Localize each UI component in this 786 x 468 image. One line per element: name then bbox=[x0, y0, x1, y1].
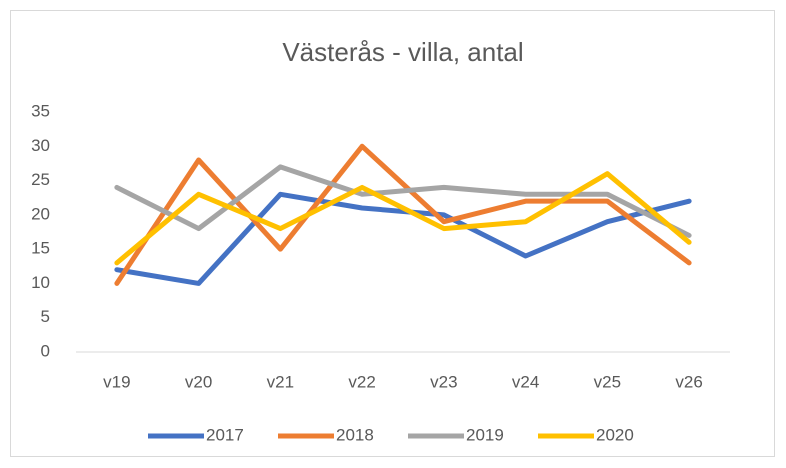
series-line bbox=[114, 143, 692, 286]
legend-label: 2019 bbox=[466, 425, 504, 444]
legend-label: 2018 bbox=[336, 425, 374, 444]
y-tick-label: 0 bbox=[41, 341, 50, 360]
y-tick-label: 35 bbox=[31, 101, 50, 120]
x-tick-label: v20 bbox=[185, 372, 212, 391]
chart-title: Västerås - villa, antal bbox=[282, 37, 523, 67]
series-line bbox=[114, 164, 692, 238]
series-line bbox=[114, 191, 692, 286]
y-tick-label: 25 bbox=[31, 170, 50, 189]
x-tick-label: v19 bbox=[103, 372, 130, 391]
y-tick-label: 20 bbox=[31, 204, 50, 223]
x-tick-label: v22 bbox=[348, 372, 375, 391]
series-line bbox=[114, 171, 692, 266]
x-tick-label: v23 bbox=[430, 372, 457, 391]
y-tick-label: 15 bbox=[31, 239, 50, 258]
x-tick-label: v25 bbox=[594, 372, 621, 391]
x-tick-label: v21 bbox=[267, 372, 294, 391]
y-tick-label: 5 bbox=[41, 307, 50, 326]
legend-label: 2020 bbox=[596, 425, 634, 444]
legend-label: 2017 bbox=[206, 425, 244, 444]
y-tick-label: 30 bbox=[31, 136, 50, 155]
x-tick-label: v26 bbox=[675, 372, 702, 391]
y-tick-label: 10 bbox=[31, 273, 50, 292]
x-tick-label: v24 bbox=[512, 372, 539, 391]
